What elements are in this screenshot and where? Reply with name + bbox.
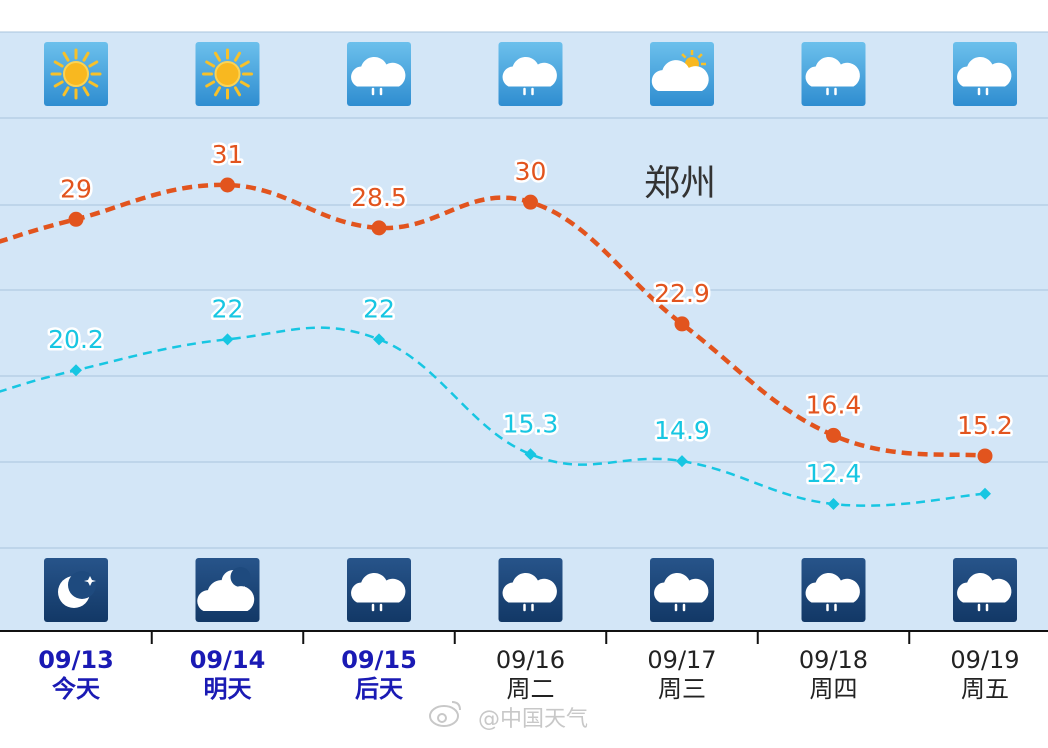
high-temp-point [826, 427, 841, 443]
high-temp-point [220, 177, 235, 193]
low-temp-label: 12.4 [806, 459, 862, 488]
watermark: @中国天气 [478, 707, 588, 732]
x-tick-weekday: 明天 [204, 675, 252, 703]
x-tick-date: 09/17 [647, 646, 716, 674]
high-temp-point [371, 220, 387, 236]
high-temp-point [674, 316, 690, 332]
x-tick-date: 09/19 [950, 646, 1019, 674]
cloud-rain-icon [953, 558, 1017, 622]
high-temp-label: 29 [60, 174, 92, 203]
partly-cloudy-day-icon [650, 42, 714, 106]
high-temp-point [68, 211, 84, 227]
value-labels: 29 31 28.5 30 22.9 16.4 15.2 20.2 22 22 15.3 14.9 12… [46, 138, 1016, 491]
x-tick-date: 09/13 [38, 646, 114, 674]
weibo-icon [429, 701, 461, 727]
high-temp-line [0, 182, 986, 459]
sun-icon [195, 42, 260, 106]
x-tick-weekday: 今天 [52, 675, 100, 703]
low-temp-point [221, 333, 234, 346]
moon-icon [44, 558, 108, 622]
low-temp-point [827, 497, 840, 510]
low-temp-label: 14.9 [654, 416, 710, 445]
x-tick-date: 09/15 [341, 646, 417, 674]
cloud-rain-icon [498, 42, 563, 106]
cloud-rain-icon [347, 42, 411, 106]
low-temp-line [0, 326, 986, 507]
cloud-rain-icon [801, 558, 866, 622]
high-temp-label: 22.9 [654, 279, 710, 308]
x-tick-date: 09/16 [496, 646, 565, 674]
cloudy-night-icon [195, 558, 260, 622]
chart-title: 郑州 [644, 163, 716, 204]
x-tick-date: 09/14 [190, 646, 266, 674]
high-temp-label: 16.4 [806, 390, 862, 419]
x-tick-weekday: 周四 [810, 675, 858, 703]
cloud-rain-icon [498, 558, 563, 622]
low-temp-label: 20.2 [48, 325, 104, 354]
high-temp-point [523, 194, 538, 210]
cloud-rain-icon [650, 558, 714, 622]
low-temp-point [70, 364, 82, 377]
x-tick-date: 09/18 [799, 646, 868, 674]
x-tick-weekday: 周三 [658, 675, 706, 703]
low-temp-point [373, 333, 385, 346]
high-temp-label: 15.2 [957, 411, 1013, 440]
x-tick-weekday: 周二 [507, 675, 555, 703]
low-temp-label: 15.3 [503, 409, 559, 438]
plot-background [0, 32, 1048, 630]
night-icons [44, 558, 1017, 622]
high-temp-label: 30 [515, 157, 547, 186]
cloud-rain-icon [953, 42, 1017, 106]
x-tick-weekday: 后天 [355, 675, 403, 703]
low-temp-point [676, 455, 688, 468]
x-tick-weekday: 周五 [961, 675, 1009, 703]
high-temp-point [977, 448, 993, 464]
low-temp-label: 22 [363, 294, 395, 323]
day-icons [44, 42, 1017, 106]
cloud-rain-icon [801, 42, 866, 106]
high-temp-label: 28.5 [351, 183, 407, 212]
low-temp-label: 22 [212, 294, 244, 323]
series-layer [0, 177, 993, 510]
cloud-rain-icon [347, 558, 411, 622]
high-temp-label: 31 [212, 140, 244, 169]
low-temp-point [979, 487, 991, 500]
sun-icon [44, 42, 108, 106]
low-temp-point [524, 448, 537, 461]
